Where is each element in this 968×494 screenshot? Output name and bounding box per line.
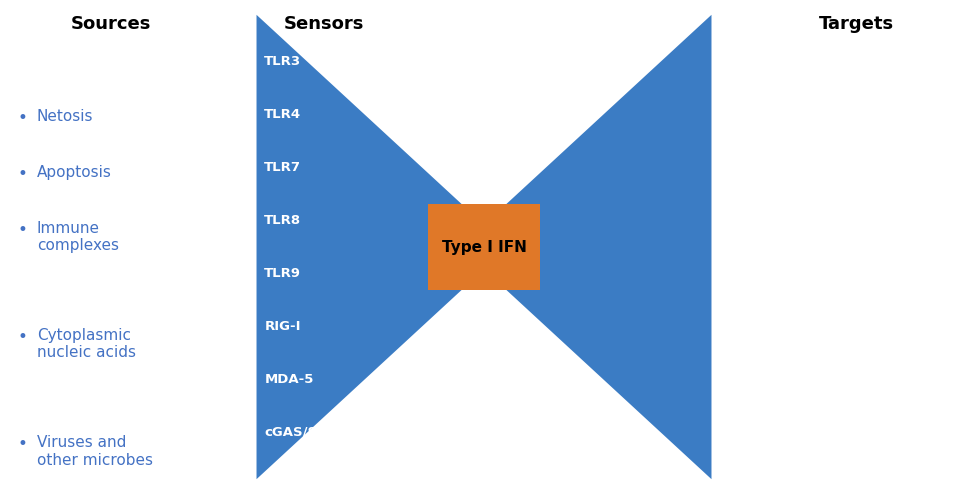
Polygon shape [460, 15, 711, 479]
Text: B cell: B cell [788, 63, 829, 76]
Text: TLR7: TLR7 [264, 161, 301, 174]
Text: Type I IFN: Type I IFN [441, 240, 527, 254]
Text: Th17 cell: Th17 cell [774, 165, 842, 179]
Text: Immune
complexes: Immune complexes [37, 221, 119, 253]
Text: TLR9: TLR9 [264, 267, 301, 280]
Text: Apoptosis: Apoptosis [37, 165, 111, 180]
Text: Cytoplasmic
nucleic acids: Cytoplasmic nucleic acids [37, 328, 136, 361]
Text: PMN: PMN [791, 320, 826, 333]
Text: RIG-I: RIG-I [264, 320, 301, 333]
Text: •: • [17, 109, 27, 126]
Text: Sources: Sources [71, 15, 152, 33]
Text: MDA-5: MDA-5 [264, 373, 314, 386]
Text: Viruses and
other microbes: Viruses and other microbes [37, 435, 153, 468]
Text: DCs: DCs [794, 423, 823, 436]
Text: •: • [17, 221, 27, 239]
Text: cGAS/STING: cGAS/STING [264, 426, 353, 439]
Text: resident
cells: resident cells [777, 364, 839, 392]
Text: •: • [17, 435, 27, 453]
Text: TLR4: TLR4 [264, 108, 301, 121]
Text: Netosis: Netosis [37, 109, 93, 124]
Text: TLR8: TLR8 [264, 214, 301, 227]
Text: TLR3: TLR3 [264, 55, 301, 68]
Polygon shape [257, 15, 508, 479]
Text: Sensors: Sensors [284, 15, 365, 33]
Bar [429, 204, 540, 290]
Text: •: • [17, 328, 27, 346]
Text: NK cell: NK cell [782, 217, 834, 230]
Text: •: • [17, 165, 27, 183]
Text: Th cell: Th cell [784, 114, 832, 127]
Text: Targets: Targets [819, 15, 894, 33]
Text: Treg (⬇): Treg (⬇) [778, 269, 838, 282]
